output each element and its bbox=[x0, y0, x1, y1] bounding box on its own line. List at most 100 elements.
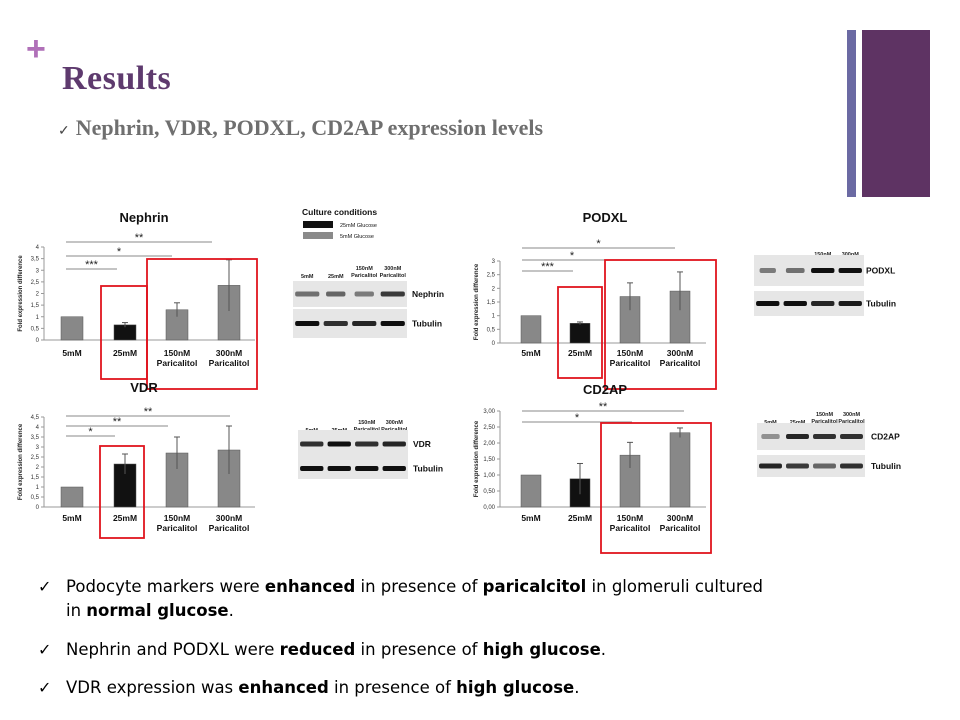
podxl-sig-mark: * bbox=[570, 250, 575, 262]
vdr-y-tick-label: 2,5 bbox=[31, 455, 40, 461]
cd2ap-band bbox=[813, 463, 836, 469]
nephrin-highlight-box bbox=[146, 258, 258, 390]
checkmark-icon: ✓ bbox=[38, 577, 52, 596]
accent-bar-thick bbox=[862, 30, 930, 197]
vdr-y-tick-label: 0,5 bbox=[31, 495, 40, 501]
vdr-lane-label: 150nM bbox=[358, 420, 376, 426]
nephrin-lane-label: Paricalitol bbox=[380, 273, 407, 279]
cd2ap-highlight-box bbox=[600, 422, 712, 554]
checkmark-icon: ✓ bbox=[58, 124, 70, 139]
podxl-band bbox=[759, 268, 776, 273]
cd2ap-sig-mark: * bbox=[575, 412, 580, 424]
podxl-band bbox=[811, 268, 835, 273]
cd2ap-y-tick-label: 1,00 bbox=[483, 473, 495, 479]
nephrin-row-label: Tubulin bbox=[412, 319, 442, 329]
page-title: Results bbox=[62, 60, 172, 97]
vdr-y-tick-label: 1,5 bbox=[31, 475, 40, 481]
checkmark-icon: ✓ bbox=[38, 640, 52, 659]
nephrin-band bbox=[323, 321, 348, 326]
vdr-x-label: 150nM bbox=[164, 513, 190, 523]
nephrin-x-label: 5mM bbox=[62, 348, 81, 358]
nephrin-band bbox=[380, 321, 405, 326]
nephrin-lane-label: Paricalitol bbox=[351, 273, 378, 279]
cd2ap-y-tick-label: 0,50 bbox=[483, 489, 495, 495]
cd2ap-row-label: CD2AP bbox=[871, 432, 900, 442]
nephrin-y-tick-label: 1,5 bbox=[31, 303, 40, 309]
nephrin-lane-label: 5mM bbox=[301, 274, 314, 280]
vdr-x-label: Paricalitol bbox=[157, 523, 198, 533]
nephrin-x-label: 300nM bbox=[216, 348, 242, 358]
legend-title: Culture conditions bbox=[302, 207, 377, 217]
nephrin-row-label: Nephrin bbox=[412, 289, 444, 299]
legend-swatch bbox=[303, 232, 333, 239]
cd2ap-x-label: 300nM bbox=[667, 513, 693, 523]
podxl-band bbox=[811, 301, 835, 306]
cd2ap-y-tick-label: 0,00 bbox=[483, 505, 495, 511]
podxl-y-tick-label: 2 bbox=[492, 286, 496, 292]
vdr-band bbox=[382, 441, 406, 447]
podxl-chart-title: PODXL bbox=[583, 210, 628, 225]
vdr-y-tick-label: 0 bbox=[36, 505, 40, 511]
vdr-row-label: VDR bbox=[413, 439, 431, 449]
podxl-band bbox=[785, 268, 805, 273]
vdr-row-label: Tubulin bbox=[413, 464, 443, 474]
page-subtitle: ✓ Nephrin, VDR, PODXL, CD2AP expression l… bbox=[58, 115, 543, 141]
podxl-band bbox=[756, 301, 780, 306]
nephrin-lane-label: 150nM bbox=[356, 266, 374, 272]
vdr-band bbox=[327, 441, 351, 447]
figure-panel: Nephrin 0 0,5 1 1,5 2 2,5 3 3,5 4 Fold expression … bbox=[18, 207, 901, 554]
cd2ap-lane-label: 150nM bbox=[816, 412, 834, 418]
accent-bar-thin bbox=[847, 30, 856, 197]
nephrin-x-label: 25mM bbox=[113, 348, 137, 358]
vdr-sig-mark: ** bbox=[144, 406, 153, 418]
cd2ap-chart-title: CD2AP bbox=[583, 382, 627, 397]
nephrin-band bbox=[354, 291, 374, 297]
cd2ap-band bbox=[786, 463, 809, 469]
legend-label: 5mM Glucose bbox=[340, 234, 374, 240]
cd2ap-lane-label: Paricalitol bbox=[838, 419, 865, 425]
cd2ap-band bbox=[840, 463, 863, 469]
nephrin-y-tick-label: 0,5 bbox=[31, 326, 40, 332]
podxl-sig-mark: *** bbox=[541, 261, 555, 273]
podxl-y-tick-label: 1 bbox=[492, 314, 496, 320]
vdr-x-label: Paricalitol bbox=[209, 523, 250, 533]
vdr-sig-mark: * bbox=[88, 426, 93, 438]
nephrin-bar bbox=[60, 316, 84, 341]
cd2ap-row-label: Tubulin bbox=[871, 461, 901, 471]
cd2ap-y-tick-label: 3,00 bbox=[483, 409, 495, 415]
podxl-x-label: 25mM bbox=[568, 348, 592, 358]
cd2ap-lane-label: 300nM bbox=[843, 412, 861, 418]
cd2ap-y-tick-label: 2,50 bbox=[483, 425, 495, 431]
vdr-y-tick-label: 1 bbox=[36, 485, 40, 491]
vdr-chart-title: VDR bbox=[130, 380, 158, 395]
nephrin-y-tick-label: 2 bbox=[36, 292, 40, 298]
podxl-band bbox=[838, 301, 862, 306]
vdr-band bbox=[382, 466, 406, 471]
nephrin-band bbox=[295, 321, 320, 326]
subtitle-text: Nephrin, VDR, PODXL, CD2AP expression le… bbox=[75, 115, 544, 140]
podxl-bar bbox=[569, 323, 591, 344]
podxl-x-label: 5mM bbox=[521, 348, 540, 358]
vdr-x-label: 5mM bbox=[62, 513, 81, 523]
nephrin-y-tick-label: 0 bbox=[36, 338, 40, 344]
cd2ap-y-axis-label: Fold expression difference bbox=[474, 420, 480, 497]
nephrin-x-label: Paricalitol bbox=[157, 358, 198, 368]
podxl-band bbox=[783, 301, 807, 306]
podxl-y-tick-label: 2,5 bbox=[487, 273, 496, 279]
vdr-band bbox=[327, 466, 351, 471]
podxl-x-label: 150nM bbox=[617, 348, 643, 358]
cd2ap-lane-label: Paricalitol bbox=[811, 419, 838, 425]
legend-label: 25mM Glucose bbox=[340, 223, 377, 229]
bullet-text: Nephrin and PODXL were reduced in presen… bbox=[66, 640, 607, 659]
cd2ap-x-label: Paricalitol bbox=[660, 523, 701, 533]
nephrin-y-tick-label: 1 bbox=[36, 315, 40, 321]
cd2ap-x-label: 5mM bbox=[521, 513, 540, 523]
cd2ap-y-tick-label: 2,00 bbox=[483, 441, 495, 447]
nephrin-sig-mark: * bbox=[117, 246, 122, 258]
nephrin-band bbox=[295, 291, 320, 297]
cd2ap-blot-strip bbox=[757, 455, 865, 477]
cd2ap-band bbox=[813, 434, 836, 439]
vdr-band bbox=[300, 466, 324, 471]
cd2ap-band bbox=[786, 434, 809, 439]
nephrin-y-tick-label: 2,5 bbox=[31, 280, 40, 286]
